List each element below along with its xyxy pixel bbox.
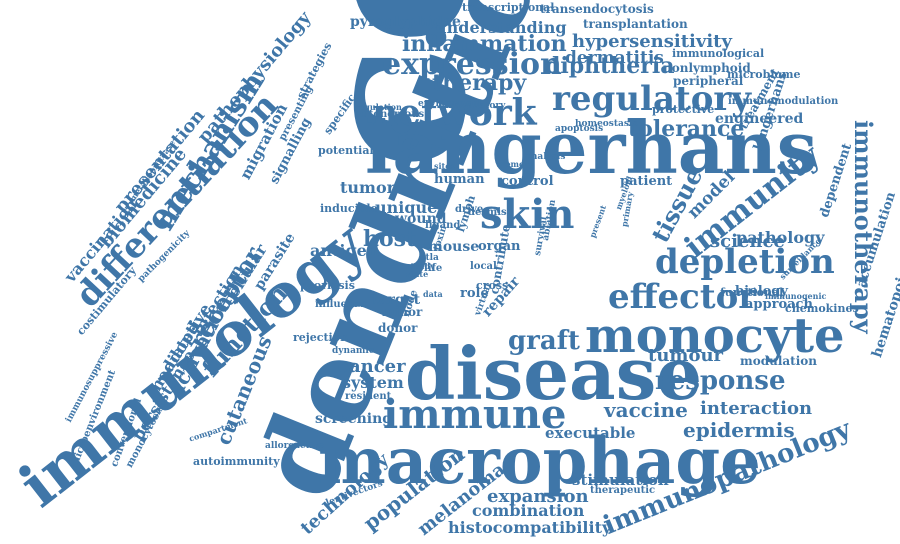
word-science-61: science bbox=[710, 231, 785, 252]
word-steady-133: steady bbox=[406, 261, 435, 271]
word-langerhans-2: langerhans bbox=[365, 105, 818, 190]
word-macrophage-4: macrophage bbox=[318, 424, 761, 499]
word-host-30: host bbox=[363, 226, 417, 252]
word-approach-65: approach bbox=[745, 297, 813, 312]
word-inducible-120: inducible bbox=[320, 202, 378, 215]
word-transplantation-48: transplantation bbox=[583, 17, 688, 31]
word-memory-130: memory bbox=[497, 159, 534, 169]
word-response-20: response bbox=[655, 366, 786, 396]
word-mouse-77: mouse bbox=[428, 239, 480, 255]
word-alloreactive-114: alloreactive bbox=[265, 441, 324, 451]
word-ctla-142: ctla bbox=[420, 253, 439, 263]
word-peripheral-52: peripheral bbox=[673, 74, 744, 88]
word-pyroglyphidae-45: pyroglyphidae bbox=[350, 14, 461, 30]
word-modulation-69: modulation bbox=[740, 354, 817, 368]
word-protective-121: protective bbox=[652, 103, 715, 116]
word-transcriptional-47: transcriptional bbox=[462, 1, 555, 14]
word-histocompatibility-40: histocompatibility bbox=[448, 518, 612, 537]
word-dermis-135: dermis bbox=[468, 207, 507, 218]
word-psoriasis-91: psoriasis bbox=[300, 279, 355, 292]
word-local-136: local bbox=[470, 261, 497, 272]
word-human-78: human bbox=[434, 172, 485, 187]
word-screening-73: screening bbox=[315, 411, 393, 427]
word-pathology-60: pathology bbox=[736, 228, 825, 247]
word-rejection-89: rejection bbox=[293, 331, 349, 344]
word-expression-12: expression bbox=[382, 47, 562, 82]
word-disease-3: disease bbox=[405, 331, 703, 416]
word-cancer-35: cancer bbox=[338, 356, 406, 377]
word-regulatory-10: regulatory bbox=[552, 79, 752, 119]
word-potential-112: potential bbox=[318, 144, 374, 157]
word-vaccine-31: vaccine bbox=[604, 398, 688, 422]
word-dermatitis-29: dermatitis bbox=[565, 48, 664, 68]
word-inflammation-13: inflammation bbox=[402, 31, 567, 57]
word-target-86: target bbox=[372, 292, 421, 308]
word-sites-146: sites bbox=[434, 161, 455, 171]
word-autoimmunity-113: autoimmunity bbox=[193, 455, 280, 468]
word-ligand-139: ligand bbox=[425, 220, 461, 231]
word-antigen-80: antigen bbox=[310, 241, 379, 260]
word-donor-87: donor bbox=[378, 321, 418, 335]
word-influenza-90: influenza bbox=[315, 299, 367, 310]
word-skin-9: skin bbox=[480, 191, 575, 238]
word-effector-15: effector bbox=[608, 277, 757, 317]
word-tolerance-21: tolerance bbox=[628, 116, 745, 142]
word-drive-145: drive bbox=[455, 204, 484, 215]
word-microbiome-51: microbiome bbox=[727, 68, 801, 81]
word-therapeutic-71: therapeutic bbox=[590, 485, 656, 496]
word-cross-137: cross bbox=[476, 279, 509, 292]
word-immune-7: immune bbox=[383, 391, 567, 438]
word-immunogenic-68: immunogenic bbox=[765, 291, 827, 301]
word-functional-119: functional bbox=[720, 286, 784, 299]
word-interaction-32: interaction bbox=[700, 398, 813, 419]
word-inflammatory-124: inflammatory bbox=[438, 101, 506, 111]
word-dynamic-115: dynamic bbox=[332, 346, 375, 356]
word-life-138: life bbox=[424, 263, 443, 274]
word-resident-75: resident bbox=[345, 391, 392, 402]
word-regulation-128: regulation bbox=[355, 102, 402, 112]
word-state-134: state bbox=[406, 269, 429, 279]
word-engineered-53: engineered bbox=[715, 111, 804, 127]
word-analysis-131: analysis bbox=[525, 152, 566, 162]
word-wound-82: wound bbox=[395, 211, 447, 227]
word-biology-64: biology bbox=[735, 284, 788, 299]
word-tumour-36: tumour bbox=[648, 345, 724, 366]
word-homeostasis-122: homeostasis bbox=[575, 119, 638, 129]
word-depletion-11: depletion bbox=[655, 242, 835, 282]
word-unique-81: unique bbox=[375, 198, 438, 217]
word-therapy-24: therapy bbox=[432, 70, 527, 96]
word-graft-23: graft bbox=[508, 326, 580, 356]
word-role-83: role bbox=[460, 286, 489, 301]
word-tumor-76: tumor bbox=[340, 178, 396, 197]
word-patient-63: patient bbox=[620, 174, 673, 189]
word-data-141: data bbox=[423, 289, 443, 299]
word-network-8: network bbox=[372, 92, 537, 134]
word-environment-127: environment bbox=[418, 99, 483, 109]
word-autonomous-111: autonomous bbox=[355, 109, 425, 120]
word-understanding-44: understanding bbox=[435, 18, 567, 37]
word-control-79: control bbox=[501, 174, 554, 189]
word-apoptosis-123: apoptosis bbox=[555, 124, 604, 134]
word-nonlymphoid-50: nonlymphoid bbox=[663, 61, 751, 75]
word-chemokines-66: chemokines bbox=[785, 302, 859, 315]
word-epidermis-33: epidermis bbox=[683, 418, 795, 442]
word-organ-84: organ bbox=[478, 239, 521, 254]
word-minor-88: minor bbox=[382, 305, 423, 319]
word-present-149: present bbox=[587, 203, 609, 240]
word-transendocytosis-46: transendocytosis bbox=[540, 2, 654, 16]
word-system-74: system bbox=[342, 373, 404, 392]
word-combination-39: combination bbox=[472, 501, 585, 520]
word-immunomodulation-55: immunomodulation bbox=[728, 96, 839, 107]
word-expansion-38: expansion bbox=[487, 486, 589, 507]
word-diphtheria-27: diphtheria bbox=[545, 53, 675, 79]
word-monocyte-6: monocyte bbox=[585, 308, 845, 364]
word-stimulation-70: stimulation bbox=[572, 471, 669, 489]
word-hypersensitivity-28: hypersensitivity bbox=[572, 31, 732, 52]
word-immunological-49: immunological bbox=[672, 47, 765, 60]
word-executable-72: executable bbox=[545, 424, 636, 442]
